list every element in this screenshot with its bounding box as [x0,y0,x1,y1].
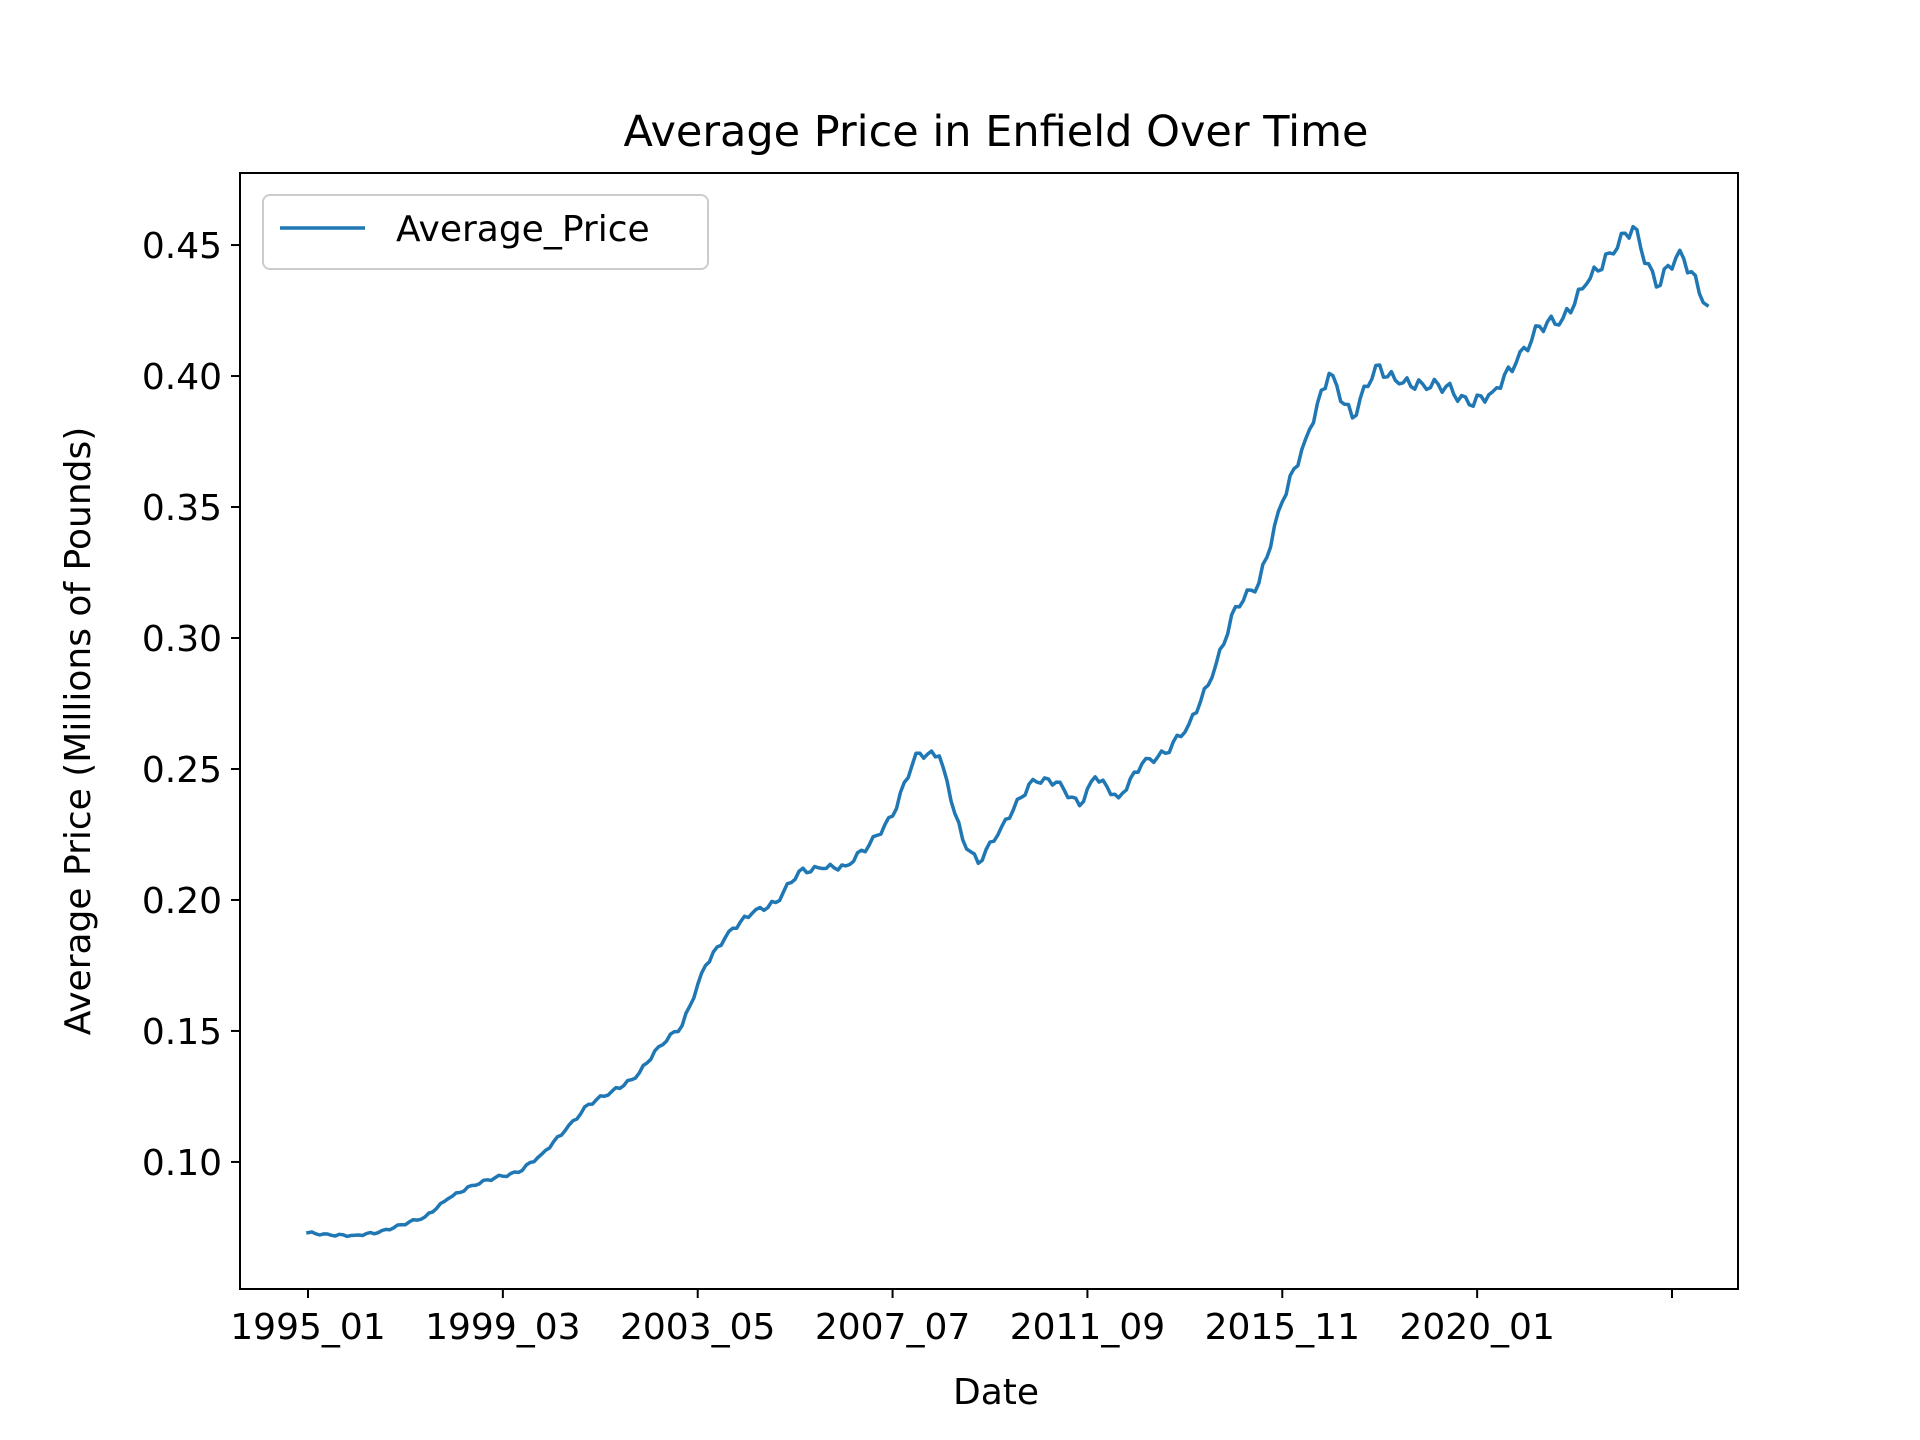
x-tick-label: 2007_07 [815,1307,970,1348]
legend: Average_Price [262,194,709,270]
y-tick-label: 0.20 [142,881,222,922]
y-tick-label: 0.35 [142,488,222,529]
legend-box [262,194,709,270]
y-tick-label: 0.25 [142,750,222,791]
y-tick-label: 0.15 [142,1012,222,1053]
plot-area [239,172,1739,1290]
y-axis-label: Average Price (Millions of Pounds) [58,427,99,1036]
series-line-average-price [305,224,1710,1239]
x-tick-label: 2011_09 [1010,1307,1165,1348]
legend-label-average-price: Average_Price [396,209,650,250]
x-tick-label: 2015_11 [1205,1307,1360,1348]
y-tick-label: 0.10 [142,1143,222,1184]
plot-frame [239,172,1739,1290]
x-tick-label: 2020_01 [1399,1307,1554,1348]
chart-title: Average Price in Enfield Over Time [624,107,1369,157]
y-axis: 0.10 0.15 0.20 0.25 0.30 0.35 0.40 0.45 [142,226,240,1184]
x-tick-label: 1999_03 [425,1307,580,1348]
x-tick-label: 1995_01 [230,1307,385,1348]
x-tick-label: 2003_05 [620,1307,775,1348]
y-tick-label: 0.30 [142,619,222,660]
y-tick-label: 0.40 [142,357,222,398]
x-axis-label: Date [953,1372,1039,1413]
x-axis: 1995_01 1999_03 2003_05 2007_07 2011_09 2015_… [230,1289,1673,1348]
y-tick-label: 0.45 [142,226,222,267]
